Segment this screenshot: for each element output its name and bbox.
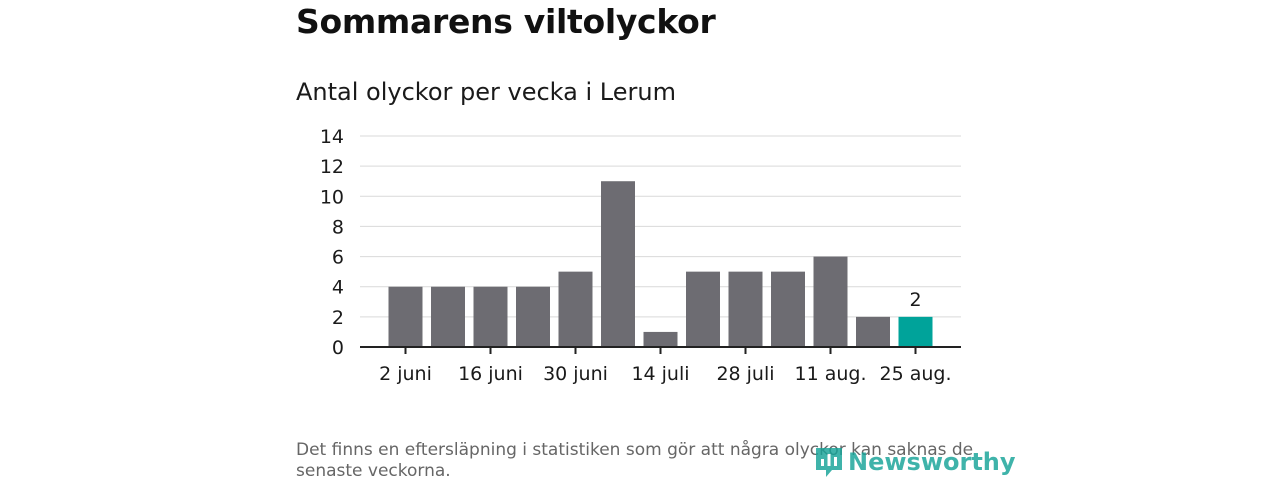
bar [686, 271, 720, 347]
bar [601, 181, 635, 347]
y-tick-label: 0 [332, 337, 344, 359]
y-tick-label: 4 [332, 277, 344, 299]
bar-chart: 0 2 4 6 8 10 12 14 2 2 juni 16 juni 30 juni 14 juli 2… [320, 126, 961, 385]
chart-subtitle: Antal olyckor per vecka i Lerum [296, 78, 676, 106]
bar [516, 286, 550, 347]
bar [898, 316, 933, 347]
x-tick-label: 30 juni [543, 363, 608, 385]
footnote: Det finns en eftersläpning i statistiken… [296, 440, 974, 480]
newsworthy-logo: Newsworthy [814, 444, 1016, 480]
y-tick-label: 2 [332, 307, 344, 329]
x-tick-label: 28 juli [716, 363, 774, 385]
x-tick-label: 14 juli [631, 363, 689, 385]
bar [771, 271, 805, 347]
x-tick-label: 11 aug. [794, 363, 866, 385]
bar [388, 286, 423, 347]
y-tick-label: 6 [332, 247, 344, 269]
y-tick-label: 8 [332, 216, 344, 238]
newsworthy-logo-icon [816, 448, 842, 477]
bar [558, 271, 593, 347]
page-title: Sommarens viltolyckor [296, 2, 716, 41]
bar [856, 316, 890, 347]
data-label: 2 [909, 289, 921, 311]
bar [813, 256, 848, 347]
bar [728, 271, 763, 347]
bar [643, 331, 678, 347]
logo-text: Newsworthy [848, 448, 1016, 476]
bar [431, 286, 465, 347]
x-tick-label: 25 aug. [879, 363, 951, 385]
bar [473, 286, 508, 347]
y-tick-label: 12 [320, 156, 344, 178]
x-tick-label: 16 juni [458, 363, 523, 385]
y-tick-label: 10 [320, 186, 344, 208]
y-tick-label: 14 [320, 126, 344, 148]
x-tick-label: 2 juni [379, 363, 432, 385]
